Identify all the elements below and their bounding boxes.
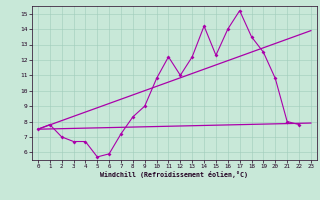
X-axis label: Windchill (Refroidissement éolien,°C): Windchill (Refroidissement éolien,°C) (100, 171, 248, 178)
